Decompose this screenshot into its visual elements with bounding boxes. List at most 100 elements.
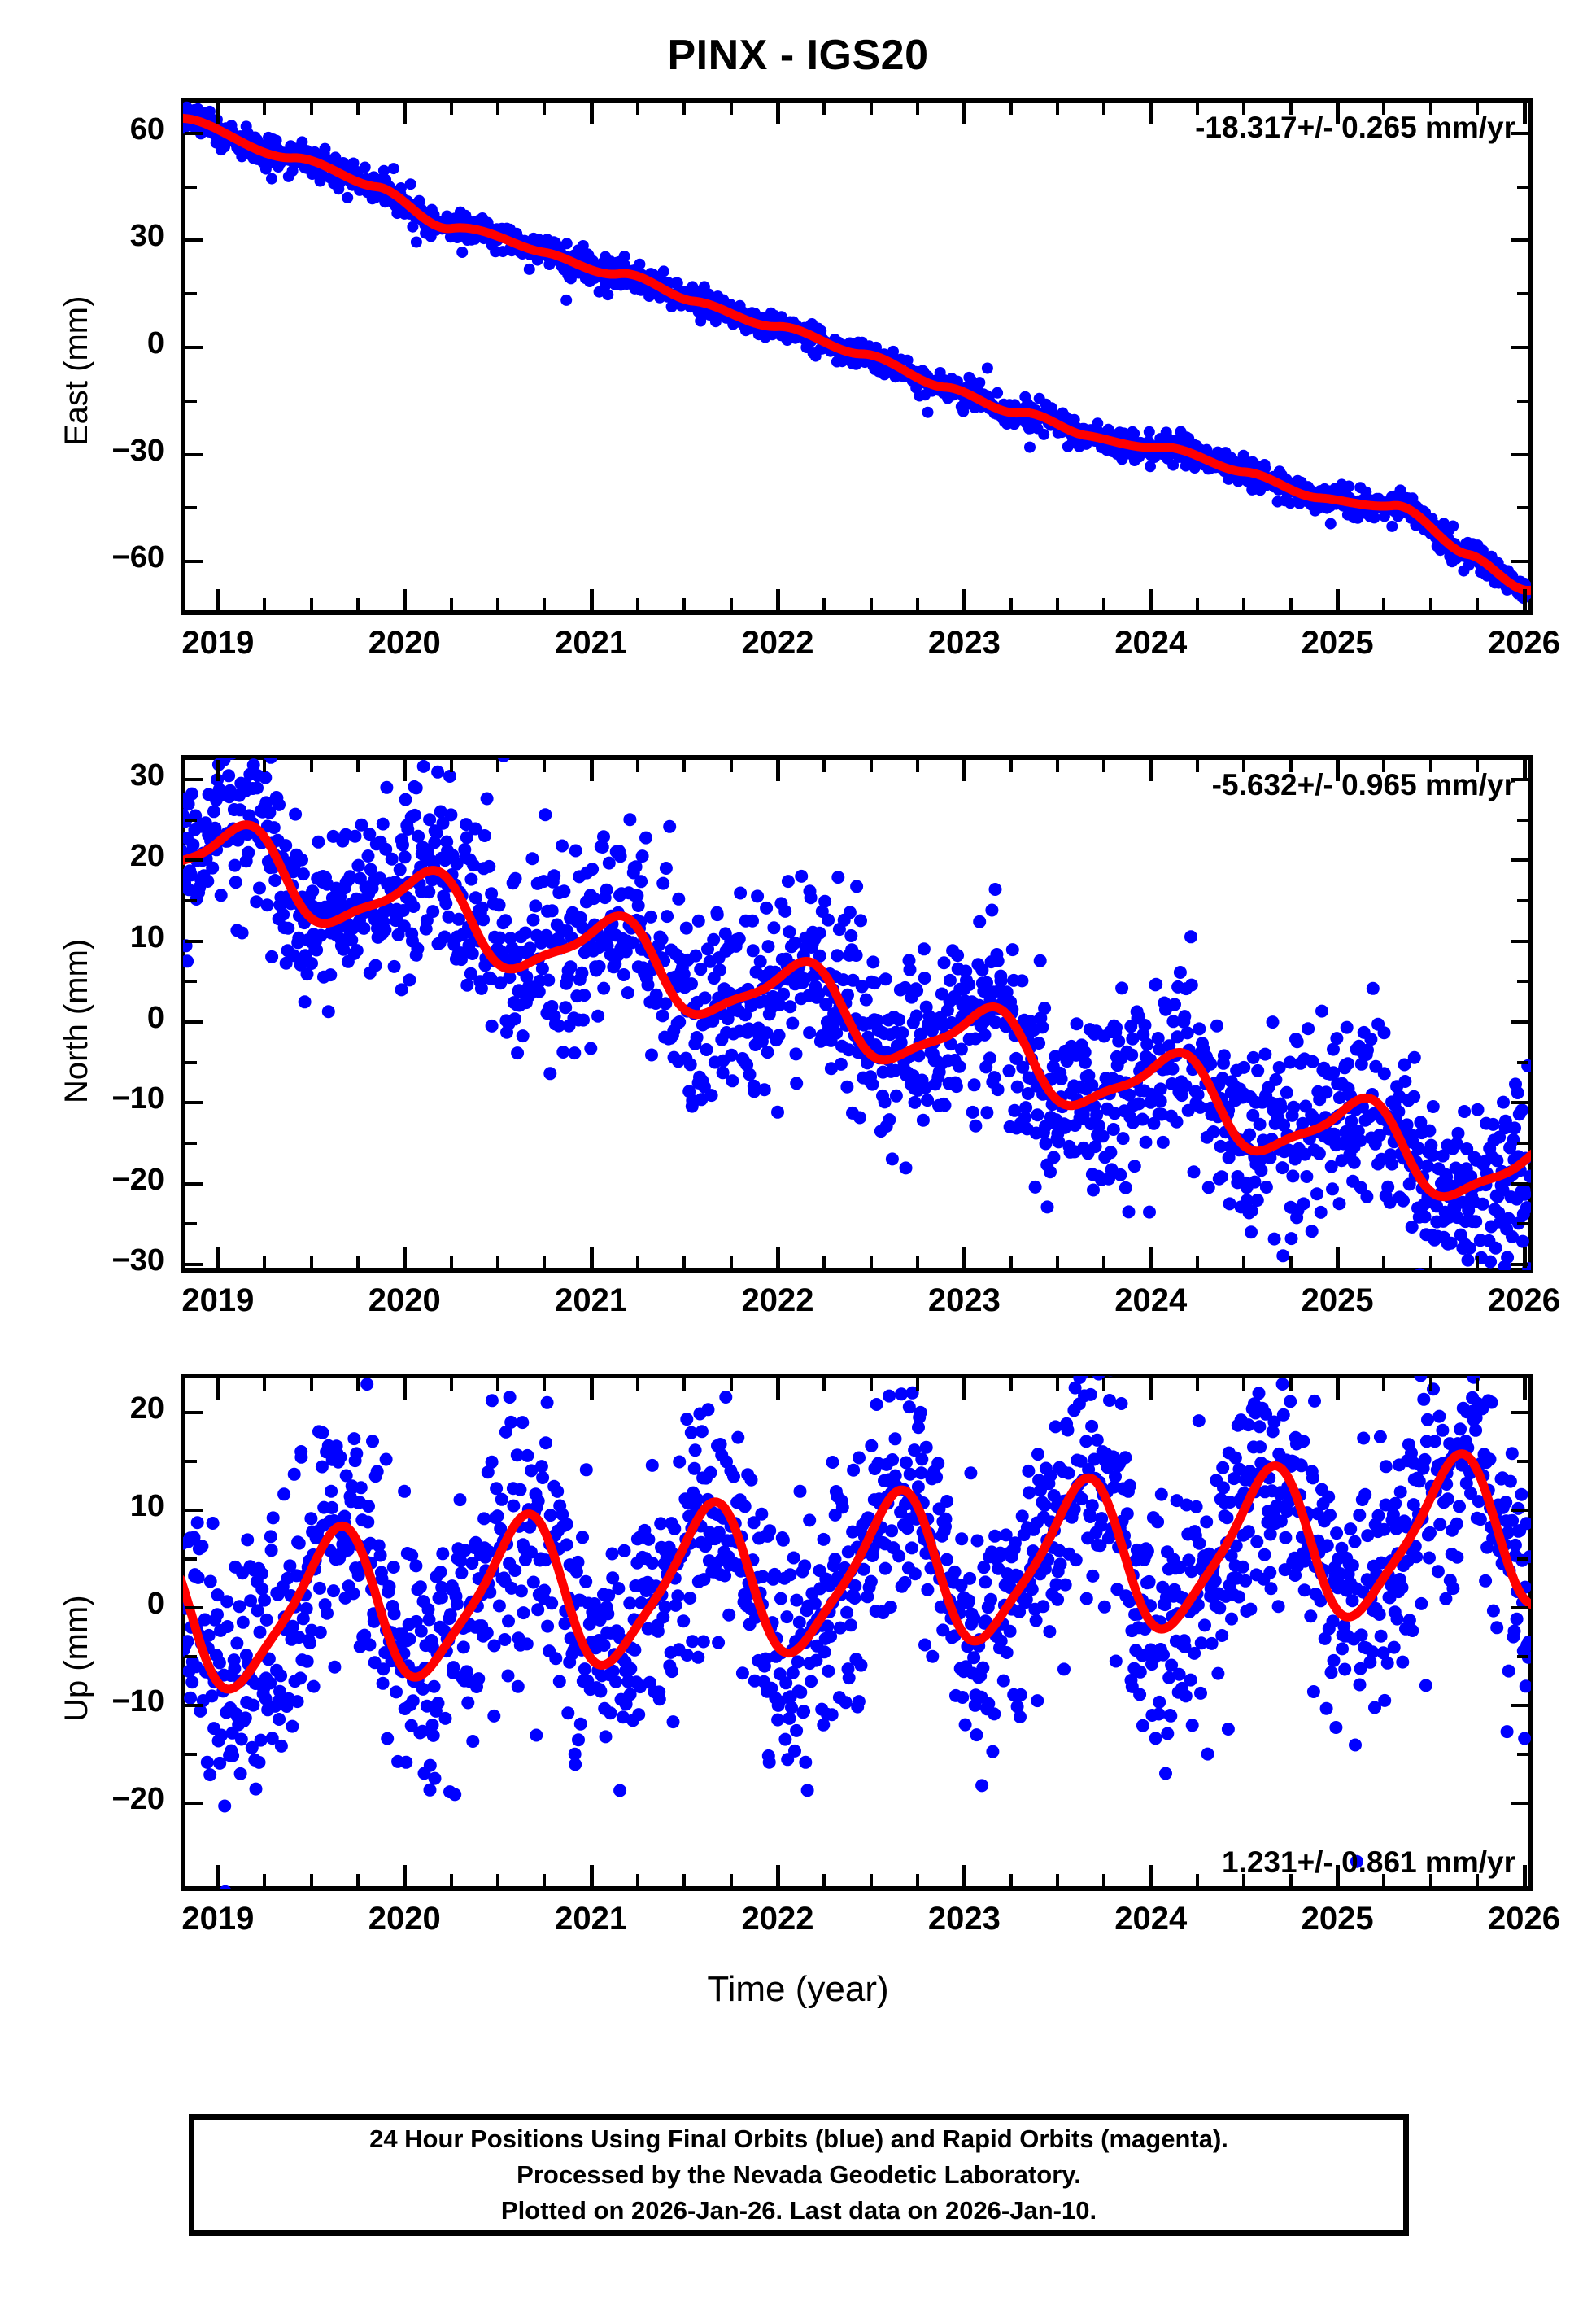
- x-tick-up: [1336, 1865, 1341, 1886]
- x-tick-north: [216, 760, 220, 781]
- x-tick-up: [1149, 1378, 1153, 1400]
- x-minor-tick-north: [1476, 1256, 1480, 1268]
- x-tick-label-up: 2026: [1488, 1901, 1560, 1937]
- x-minor-tick-up: [1056, 1874, 1060, 1886]
- x-minor-tick-north: [635, 1256, 639, 1268]
- x-minor-tick-north: [682, 760, 687, 772]
- y-tick-right-east: [1511, 346, 1528, 350]
- x-minor-tick-north: [355, 1256, 360, 1268]
- y-tick-right-up: [1511, 1802, 1528, 1805]
- x-minor-tick-east: [355, 598, 360, 610]
- x-minor-tick-north: [543, 1256, 547, 1268]
- y-tick-label-up: −20: [111, 1782, 164, 1816]
- x-minor-tick-north: [309, 760, 313, 772]
- x-tick-north: [776, 1247, 780, 1268]
- y-minor-tick-up: [1517, 1655, 1528, 1658]
- scatter-points-north: [183, 758, 1531, 1270]
- x-minor-tick-north: [1242, 760, 1246, 772]
- x-minor-tick-up: [495, 1378, 499, 1391]
- x-tick-east: [1522, 589, 1527, 610]
- y-minor-tick-north: [185, 1222, 197, 1226]
- y-tick-up: [185, 1704, 203, 1707]
- caption-line-1: 24 Hour Positions Using Final Orbits (bl…: [369, 2124, 1228, 2153]
- x-minor-tick-east: [1196, 103, 1200, 115]
- y-tick-up: [185, 1802, 203, 1805]
- x-tick-label-east: 2020: [368, 625, 441, 661]
- x-minor-tick-north: [355, 760, 360, 772]
- x-minor-tick-east: [729, 103, 733, 115]
- x-minor-tick-up: [1056, 1378, 1060, 1391]
- x-minor-tick-east: [635, 598, 639, 610]
- x-minor-tick-north: [822, 760, 826, 772]
- x-minor-tick-east: [1009, 598, 1013, 610]
- data-layer-east: [183, 101, 1531, 605]
- x-minor-tick-up: [1289, 1874, 1293, 1886]
- y-tick-right-east: [1511, 238, 1528, 242]
- x-minor-tick-east: [635, 103, 639, 115]
- x-tick-label-east: 2021: [555, 625, 628, 661]
- y-tick-north: [185, 1181, 203, 1186]
- y-tick-label-up: 0: [146, 1587, 164, 1621]
- x-tick-label-up: 2024: [1114, 1901, 1188, 1937]
- x-minor-tick-north: [729, 760, 733, 772]
- x-minor-tick-north: [916, 1256, 920, 1268]
- x-tick-up: [589, 1865, 594, 1886]
- y-tick-north: [185, 777, 203, 781]
- x-minor-tick-up: [1196, 1874, 1200, 1886]
- x-minor-tick-north: [822, 1256, 826, 1268]
- x-minor-tick-up: [635, 1874, 639, 1886]
- x-minor-tick-east: [869, 598, 873, 610]
- x-minor-tick-north: [635, 760, 639, 772]
- page-title: PINX - IGS20: [667, 32, 929, 79]
- x-tick-north: [216, 1247, 220, 1268]
- y-tick-label-north: −20: [111, 1162, 164, 1197]
- y-tick-label-east: 0: [146, 326, 164, 361]
- x-minor-tick-east: [1056, 598, 1060, 610]
- x-axis-title: Time (year): [707, 1969, 889, 2009]
- x-minor-tick-north: [309, 1256, 313, 1268]
- x-minor-tick-up: [1428, 1874, 1432, 1886]
- y-tick-east: [185, 452, 203, 456]
- x-minor-tick-north: [869, 760, 873, 772]
- x-minor-tick-north: [495, 1256, 499, 1268]
- y-minor-tick-north: [1517, 980, 1528, 984]
- x-tick-north: [589, 1247, 594, 1268]
- y-tick-north: [185, 1101, 203, 1105]
- y-tick-label-north: −30: [111, 1243, 164, 1278]
- x-tick-label-up: 2020: [368, 1901, 441, 1937]
- x-minor-tick-up: [682, 1874, 687, 1886]
- x-minor-tick-north: [682, 1256, 687, 1268]
- y-tick-right-north: [1511, 939, 1528, 943]
- y-minor-tick-east: [185, 506, 197, 510]
- plot-panel-east: −60 −30 0 30 60 -18.317+/- 0.265 mm/yr: [112, 98, 1533, 615]
- y-tick-up: [185, 1606, 203, 1609]
- y-minor-tick-east: [1517, 185, 1528, 189]
- y-tick-right-east: [1511, 131, 1528, 135]
- y-minor-tick-up: [1517, 1753, 1528, 1756]
- y-tick-label-north: 30: [129, 758, 164, 793]
- data-layer-up: [183, 1376, 1531, 1889]
- y-tick-right-north: [1511, 1101, 1528, 1105]
- caption-line-3: Plotted on 2026-Jan-26. Last data on 202…: [500, 2196, 1097, 2225]
- x-minor-tick-north: [1102, 1256, 1106, 1268]
- x-minor-tick-east: [1428, 103, 1432, 115]
- y-tick-right-up: [1511, 1509, 1528, 1512]
- x-minor-tick-up: [916, 1378, 920, 1391]
- x-minor-tick-up: [1428, 1378, 1432, 1391]
- y-minor-tick-up: [185, 1557, 197, 1561]
- y-minor-tick-north: [185, 980, 197, 984]
- x-minor-tick-up: [1242, 1874, 1246, 1886]
- scatter-points-up: [183, 1376, 1531, 1889]
- x-minor-tick-north: [1242, 1256, 1246, 1268]
- y-minor-tick-east: [1517, 506, 1528, 510]
- x-minor-tick-east: [1242, 598, 1246, 610]
- y-minor-tick-up: [1517, 1557, 1528, 1561]
- x-tick-east: [776, 589, 780, 610]
- x-minor-tick-east: [1382, 598, 1386, 610]
- x-tick-label-north: 2025: [1301, 1282, 1374, 1318]
- x-minor-tick-east: [1289, 103, 1293, 115]
- y-minor-tick-east: [185, 185, 197, 189]
- x-tick-east: [216, 103, 220, 124]
- x-minor-tick-up: [355, 1378, 360, 1391]
- y-tick-north: [185, 939, 203, 943]
